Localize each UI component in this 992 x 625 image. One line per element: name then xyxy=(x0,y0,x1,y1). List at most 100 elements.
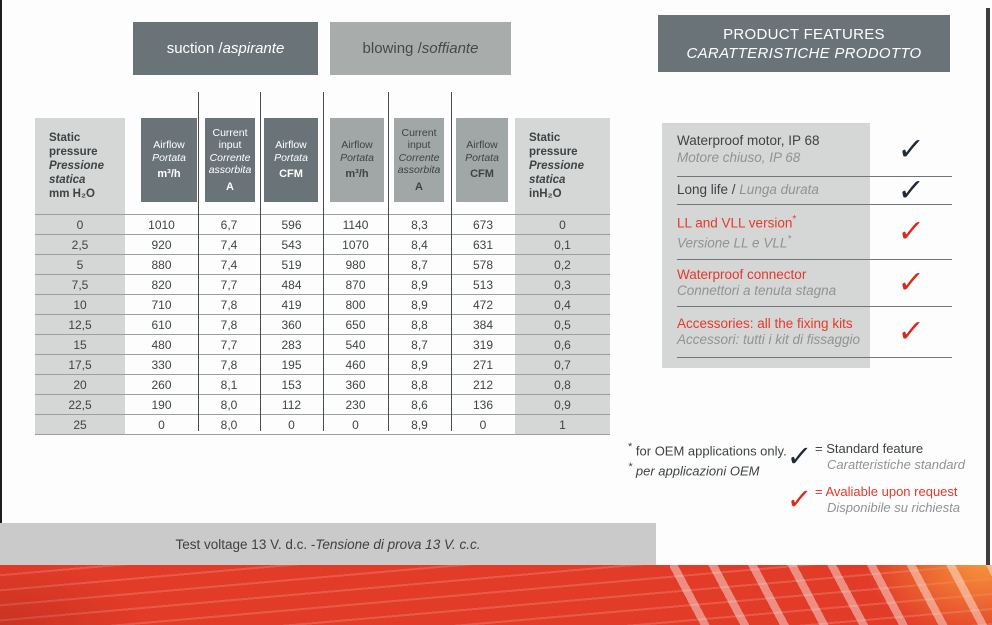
table-cell: 283 xyxy=(281,337,302,352)
header-en: Static pressure xyxy=(49,132,98,158)
column-divider xyxy=(451,92,452,431)
header-it: Corrente assorbita xyxy=(208,151,252,177)
table-cell: 0,5 xyxy=(515,315,610,334)
feature-it: Lunga durata xyxy=(739,182,819,198)
table-cell: 0 xyxy=(352,417,359,432)
table-cell: 7,8 xyxy=(220,357,238,372)
table-cell: 153 xyxy=(281,377,302,392)
table-cell: 360 xyxy=(281,317,302,332)
table-cell: 8,9 xyxy=(411,297,428,312)
table-cell: 543 xyxy=(281,237,302,252)
table-row: 2,5 920 7,4 543 1070 8,4 631 0,1 xyxy=(35,234,610,254)
feature-row-long-life: Long life / Lunga durata ✓ xyxy=(677,172,952,207)
feature-en: Long life / xyxy=(677,182,740,198)
table-cell: 8,1 xyxy=(220,377,238,392)
table-cell: 0 xyxy=(35,215,125,234)
table-row: 10 710 7,8 419 800 8,9 472 0,4 xyxy=(35,294,610,314)
table-cell: 0 xyxy=(288,417,295,432)
test-voltage-bar: Test voltage 13 V. d.c. - Tensione di pr… xyxy=(0,523,656,565)
table-cell: 673 xyxy=(472,217,494,232)
table-cell: 0,6 xyxy=(515,335,610,354)
table-row: 0 1010 6,7 596 1140 8,3 673 0 xyxy=(35,214,610,234)
performance-table-body: 0 1010 6,7 596 1140 8,3 673 0 2,5 920 7,4 543 1070 8,… xyxy=(35,214,610,435)
column-divider xyxy=(260,92,261,431)
table-cell: 484 xyxy=(281,277,302,292)
header-en: Airflow xyxy=(341,139,373,152)
tab-suction-label: suction / xyxy=(166,40,223,57)
footnote-it: * per applicazioni OEM xyxy=(628,461,760,479)
header-en: Static pressure xyxy=(529,132,578,158)
table-cell: 0,8 xyxy=(515,375,610,394)
header-it: Pressione statica xyxy=(529,160,584,186)
product-features-subtitle: CARATTERISTICHE PRODOTTO xyxy=(686,44,922,62)
table-cell: 7,5 xyxy=(35,275,125,294)
table-cell: 7,4 xyxy=(220,257,238,272)
column-header-suction-airflow-m3h: Airflow Portata m³/h xyxy=(141,118,197,202)
table-cell: 650 xyxy=(345,317,366,332)
feature-row-waterproof-motor: Waterproof motor, IP 68 Motore chiuso, I… xyxy=(677,123,952,177)
table-cell: 7,7 xyxy=(220,277,238,292)
table-cell: 20 xyxy=(35,375,125,394)
table-cell: 480 xyxy=(151,337,172,352)
table-cell: 0,1 xyxy=(515,235,610,254)
tab-suction: suction / aspirante xyxy=(133,22,318,75)
column-header-blowing-current: Current input Corrente assorbita A xyxy=(394,118,444,202)
tab-blowing-label: blowing / xyxy=(362,40,422,57)
table-cell: 870 xyxy=(345,277,366,292)
table-cell: 7,7 xyxy=(220,337,238,352)
header-en: Airflow xyxy=(275,139,307,152)
header-it: Corrente assorbita xyxy=(397,151,441,177)
page-edge-right xyxy=(986,8,990,565)
table-row: 5 880 7,4 519 980 8,7 578 0,2 xyxy=(35,254,610,274)
test-voltage-en: Test voltage 13 V. d.c. - xyxy=(175,536,316,552)
feature-row-waterproof-connector: Waterproof connector Connettori a tenuta… xyxy=(677,260,952,307)
table-cell: 10 xyxy=(35,295,125,314)
table-row: 7,5 820 7,7 484 870 8,9 513 0,3 xyxy=(35,274,610,294)
table-cell: 540 xyxy=(345,337,366,352)
decorative-stripe-bands xyxy=(670,565,992,625)
table-cell: 190 xyxy=(151,397,172,412)
table-cell: 5 xyxy=(35,255,125,274)
table-cell: 2,5 xyxy=(35,235,125,254)
tab-suction-label-italian: aspirante xyxy=(222,40,285,57)
header-it: Portata xyxy=(274,151,308,164)
table-cell: 12,5 xyxy=(35,315,125,334)
feature-row-ll-vll-version: LL and VLL version* Versione LL e VLL* ✓ xyxy=(677,205,952,260)
feature-en: Waterproof connector xyxy=(677,266,807,282)
feature-it: Accessori: tutti i kit di fissaggio xyxy=(677,332,861,347)
table-cell: 230 xyxy=(345,397,366,412)
column-divider xyxy=(198,92,199,431)
table-row: 20 260 8,1 153 360 8,8 212 0,8 xyxy=(35,374,610,394)
legend-en: = Standard feature xyxy=(815,441,924,456)
table-cell: 8,0 xyxy=(220,417,238,432)
table-cell: 596 xyxy=(281,217,302,232)
table-cell: 7,8 xyxy=(220,317,238,332)
column-divider xyxy=(323,92,324,431)
table-cell: 136 xyxy=(472,397,494,412)
header-unit: A xyxy=(415,180,423,193)
table-cell: 8,8 xyxy=(411,377,428,392)
column-header-blowing-airflow-m3h: Airflow Portata m³/h xyxy=(330,118,384,202)
legend-checkmark-standard-icon: ✓ xyxy=(785,441,814,473)
tab-blowing: blowing / soffiante xyxy=(330,22,511,75)
checkmark-request-icon: ✓ xyxy=(896,213,926,249)
product-features-header: PRODUCT FEATURES CARATTERISTICHE PRODOTT… xyxy=(658,15,950,72)
table-cell: 920 xyxy=(151,237,172,252)
table-cell: 6,7 xyxy=(220,217,238,232)
tab-blowing-label-italian: soffiante xyxy=(421,40,479,57)
table-cell: 7,4 xyxy=(220,237,238,252)
table-row: 22,5 190 8,0 112 230 8,6 136 0,9 xyxy=(35,394,610,414)
table-cell: 820 xyxy=(151,277,172,292)
header-en: Airflow xyxy=(153,139,185,152)
product-features-title: PRODUCT FEATURES xyxy=(723,25,885,43)
features-panel: Waterproof motor, IP 68 Motore chiuso, I… xyxy=(662,123,952,368)
table-cell: 472 xyxy=(472,297,494,312)
table-cell: 195 xyxy=(281,357,302,372)
table-cell: 0,3 xyxy=(515,275,610,294)
header-unit: m³/h xyxy=(345,168,369,181)
decorative-red-stripe xyxy=(0,565,992,625)
legend-available-upon-request: = Avaliable upon request Disponibile su … xyxy=(815,484,960,515)
legend-it: Disponibile su richiesta xyxy=(827,499,960,515)
column-header-suction-airflow-cfm: Airflow Portata CFM xyxy=(264,118,318,202)
